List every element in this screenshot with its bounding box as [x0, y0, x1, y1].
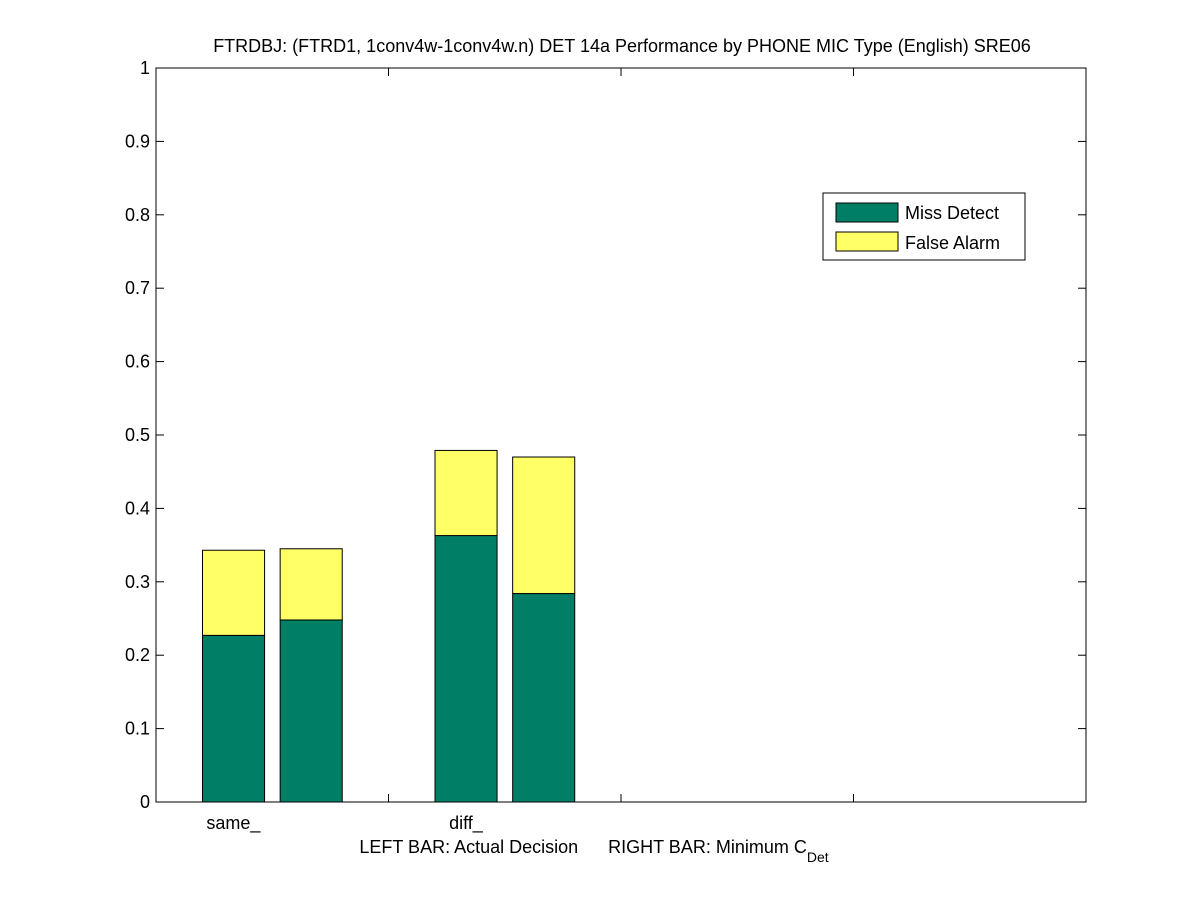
legend-swatch-miss-detect: [835, 202, 899, 223]
x-axis-label: LEFT BAR: Actual Decision RIGHT BAR: Mini…: [359, 837, 828, 865]
bar-false-alarm: [512, 456, 576, 595]
y-tick-label: 0.5: [125, 425, 150, 445]
bar-miss-detect: [512, 593, 576, 803]
bar-false-alarm: [279, 548, 343, 621]
y-tick-label: 0.9: [125, 131, 150, 151]
legend-label-miss-detect: Miss Detect: [905, 203, 999, 223]
y-tick-label: 0.3: [125, 572, 150, 592]
x-tick-labels: same_ diff_: [206, 813, 483, 834]
x-axis-label-left: LEFT BAR: Actual Decision: [359, 837, 578, 857]
y-tick-label: 0: [140, 792, 150, 812]
legend: Miss Detect False Alarm: [822, 192, 1026, 261]
bar-miss-detect: [202, 634, 266, 803]
y-tick-label: 0.2: [125, 645, 150, 665]
bar-false-alarm: [202, 549, 266, 636]
y-tick-label: 1: [140, 58, 150, 78]
y-tick-label: 0.7: [125, 278, 150, 298]
legend-swatch-false-alarm: [835, 231, 899, 252]
chart-title: FTRDBJ: (FTRD1, 1conv4w-1conv4w.n) DET 1…: [213, 36, 1031, 56]
bar-false-alarm: [434, 449, 498, 537]
bars: [202, 449, 576, 803]
plot-frame: [155, 67, 1087, 803]
y-tick-label: 0.1: [125, 719, 150, 739]
x-tick-label: same_: [206, 813, 261, 834]
x-axis-label-right: RIGHT BAR: Minimum C: [608, 837, 807, 857]
y-tick-label: 0.6: [125, 352, 150, 372]
y-tick-labels: 0 0.1 0.2 0.3 0.4 0.5 0.6 0.7 0.8 0.9 1: [125, 58, 150, 812]
bar-miss-detect: [434, 535, 498, 803]
bar-miss-detect: [279, 619, 343, 803]
y-tick-label: 0.4: [125, 498, 150, 518]
legend-label-false-alarm: False Alarm: [905, 233, 1000, 253]
x-axis-label-subscript: Det: [807, 849, 829, 865]
y-tick-label: 0.8: [125, 205, 150, 225]
x-tick-label: diff_: [449, 813, 484, 834]
